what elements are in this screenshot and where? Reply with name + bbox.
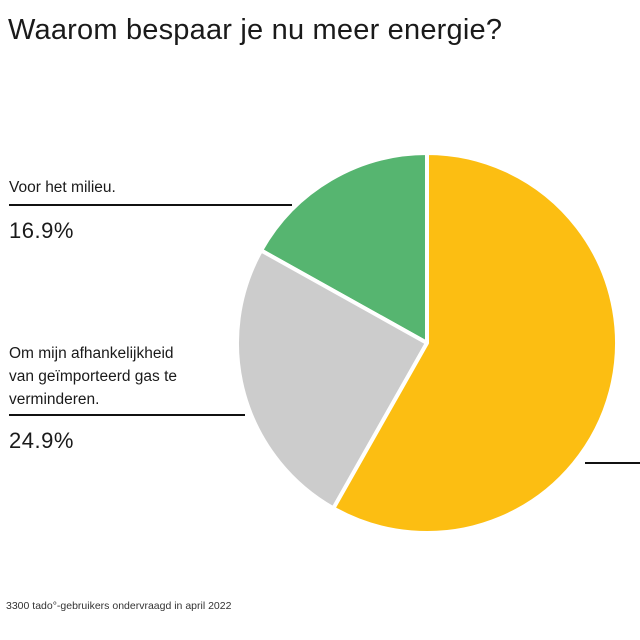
source-note: 3300 tado°-gebruikers ondervraagd in apr… (6, 600, 232, 612)
pie-slices (235, 151, 619, 535)
label-gas-line-1: Om mijn afhankelijkheid (9, 345, 174, 362)
pie-slice-milieu (259, 151, 429, 345)
pie-slice-main (331, 151, 619, 535)
chart-title: Waarom bespaar je nu meer energie? (8, 14, 503, 46)
pie-slice-gas (235, 248, 429, 511)
label-gas-line-3: verminderen. (9, 391, 100, 408)
value-label-milieu: 16.9% (9, 218, 74, 243)
label-milieu: Voor het milieu. (9, 179, 116, 196)
label-gas-line-2: van geïmporteerd gas te (9, 368, 178, 385)
value-label-gas: 24.9% (9, 428, 74, 453)
